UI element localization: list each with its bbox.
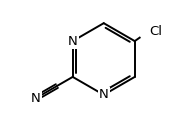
Text: Cl: Cl — [149, 25, 162, 38]
Text: N: N — [31, 92, 41, 105]
Text: N: N — [68, 35, 78, 48]
Text: N: N — [99, 88, 109, 101]
